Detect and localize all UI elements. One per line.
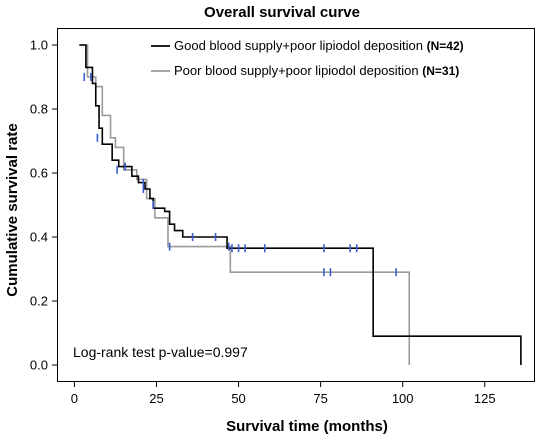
y-tick-label: 0.0	[30, 358, 48, 373]
x-axis: 0 25 50 75 100 125	[71, 381, 496, 406]
y-axis: 0.0 0.2 0.4 0.6 0.8 1.0	[30, 38, 58, 373]
x-tick-label: 25	[149, 391, 163, 406]
x-tick-label: 50	[231, 391, 245, 406]
x-tick-label: 0	[71, 391, 78, 406]
legend-series-n: (N=31)	[422, 64, 459, 78]
series-layer	[79, 44, 522, 365]
y-tick-label: 0.2	[30, 294, 48, 309]
log-rank-annotation: Log-rank test p-value=0.997	[73, 344, 248, 360]
y-tick-label: 0.6	[30, 166, 48, 181]
legend-series-n: (N=42)	[427, 39, 464, 53]
legend-label-2: Poor blood supply+poor lipiodol depositi…	[174, 63, 459, 78]
legend-series-name: Good blood supply+poor lipiodol depositi…	[174, 38, 427, 53]
legend-label-1: Good blood supply+poor lipiodol depositi…	[174, 38, 464, 53]
x-tick-label: 75	[313, 391, 327, 406]
x-tick-label: 100	[392, 391, 414, 406]
survival-line-2	[79, 44, 411, 365]
y-tick-label: 0.4	[30, 230, 48, 245]
chart-title: Overall survival curve	[204, 4, 360, 21]
x-axis-title: Survival time (months)	[226, 418, 388, 435]
legend-series-name: Poor blood supply+poor lipiodol depositi…	[174, 63, 422, 78]
y-tick-label: 1.0	[30, 38, 48, 53]
y-axis-title: Cumulative survival rate	[4, 123, 21, 296]
legend: Good blood supply+poor lipiodol depositi…	[151, 38, 464, 78]
x-tick-label: 125	[474, 391, 496, 406]
y-tick-label: 0.8	[30, 102, 48, 117]
survival-line-1	[79, 44, 522, 365]
plot-frame	[57, 28, 535, 382]
